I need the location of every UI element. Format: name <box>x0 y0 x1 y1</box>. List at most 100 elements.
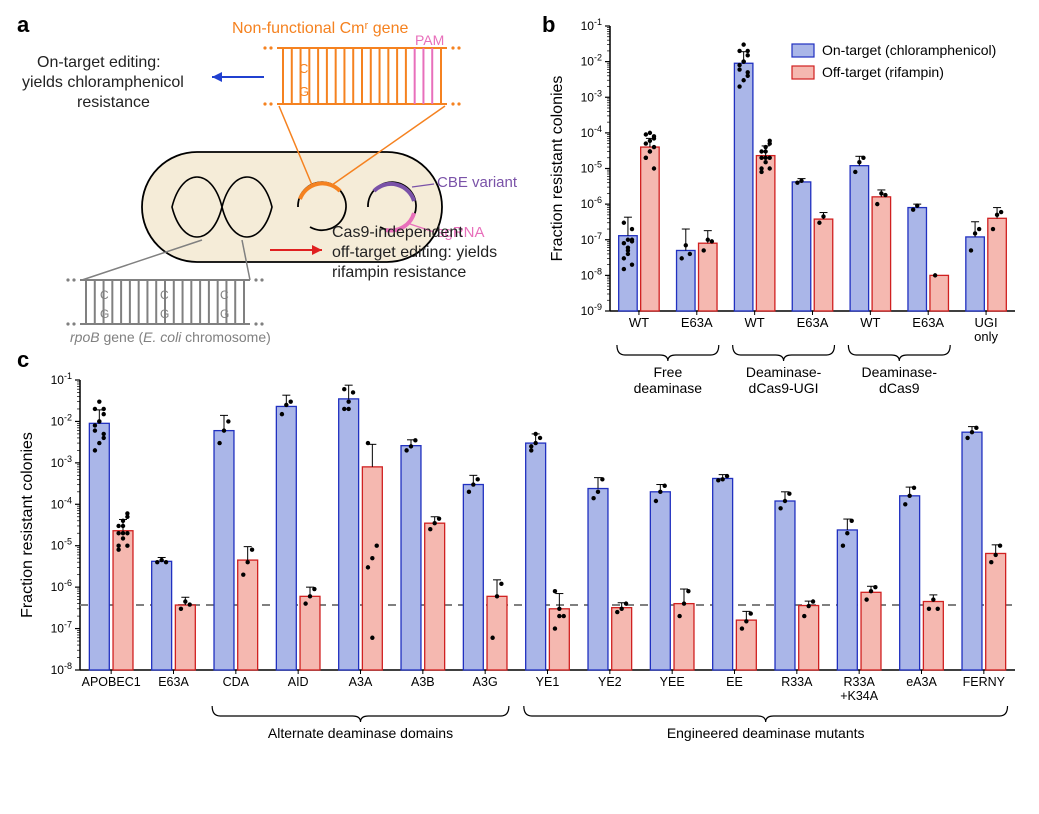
data-point <box>927 607 931 611</box>
data-point <box>557 614 561 618</box>
data-point <box>533 441 537 445</box>
data-point <box>706 238 710 242</box>
data-point <box>783 499 787 503</box>
bar-on <box>339 399 359 670</box>
group-brace <box>617 345 719 361</box>
bar-on <box>734 63 753 311</box>
data-point <box>346 407 350 411</box>
data-point <box>999 210 1003 214</box>
on-target-1: On-target editing: <box>37 54 161 71</box>
legend-off-label: Off-target (rifampin) <box>822 64 944 80</box>
off-target-2: off-target editing: yields <box>332 244 497 261</box>
data-point <box>763 156 767 160</box>
bar-off <box>699 243 718 311</box>
bar-off <box>612 608 632 670</box>
data-point <box>495 594 499 598</box>
data-point <box>841 544 845 548</box>
category-label: E63A <box>158 675 189 689</box>
bar-on <box>677 250 696 311</box>
data-point <box>998 544 1002 548</box>
data-point <box>744 619 748 623</box>
off-target-3: rifampin resistance <box>332 264 466 281</box>
data-point <box>991 227 995 231</box>
data-point <box>737 63 741 67</box>
data-point <box>97 441 101 445</box>
svg-text:C: C <box>160 288 169 302</box>
category-label: WT <box>745 315 765 330</box>
group-brace <box>733 345 835 361</box>
data-point <box>684 243 688 247</box>
legend-swatch-on <box>792 44 814 57</box>
bar-off <box>799 606 819 670</box>
data-point <box>974 426 978 430</box>
bar-off <box>674 604 694 670</box>
data-point <box>476 477 480 481</box>
data-point <box>644 156 648 160</box>
data-point <box>626 238 630 242</box>
data-point <box>557 607 561 611</box>
bar-off <box>238 560 258 670</box>
data-point <box>737 84 741 88</box>
data-point <box>622 241 626 245</box>
svg-text:C: C <box>220 288 229 302</box>
data-point <box>303 601 307 605</box>
data-point <box>759 156 763 160</box>
svg-text:10-7: 10-7 <box>51 620 72 636</box>
data-point <box>864 597 868 601</box>
data-point <box>883 193 887 197</box>
data-point <box>869 589 873 593</box>
data-point <box>432 521 436 525</box>
data-point <box>97 419 101 423</box>
data-point <box>989 560 993 564</box>
data-point <box>845 531 849 535</box>
data-point <box>622 221 626 225</box>
bar-off <box>175 605 195 670</box>
data-point <box>622 256 626 260</box>
data-point <box>931 597 935 601</box>
data-point <box>93 407 97 411</box>
data-point <box>93 423 97 427</box>
data-point <box>619 607 623 611</box>
data-point <box>413 438 417 442</box>
data-point <box>121 531 125 535</box>
data-point <box>716 478 720 482</box>
legend-swatch-off <box>792 66 814 79</box>
data-point <box>686 589 690 593</box>
bar-on <box>214 431 234 670</box>
data-point <box>222 428 226 432</box>
data-point <box>437 516 441 520</box>
svg-text:10-8: 10-8 <box>581 266 602 282</box>
data-point <box>370 636 374 640</box>
category-label: E63A <box>681 315 713 330</box>
group-brace <box>212 706 509 722</box>
data-point <box>626 252 630 256</box>
svg-text:G: G <box>100 307 109 321</box>
data-point <box>624 601 628 605</box>
category-label: YE2 <box>598 675 622 689</box>
data-point <box>630 239 634 243</box>
data-point <box>965 436 969 440</box>
data-point <box>533 432 537 436</box>
category-label: WT <box>860 315 880 330</box>
data-point <box>121 536 125 540</box>
bar-on <box>650 492 670 670</box>
data-point <box>102 407 106 411</box>
data-point <box>499 582 503 586</box>
data-point <box>490 636 494 640</box>
category-label: CDA <box>223 675 250 689</box>
bar-off <box>930 275 949 311</box>
data-point <box>749 611 753 615</box>
data-point <box>471 482 475 486</box>
svg-text:10-2: 10-2 <box>51 412 72 428</box>
data-point <box>596 490 600 494</box>
data-point <box>155 560 159 564</box>
svg-text:10-4: 10-4 <box>51 495 72 511</box>
ylabel: Fraction resistant colonies <box>19 432 36 618</box>
data-point <box>912 486 916 490</box>
svg-text:10-7: 10-7 <box>581 231 602 247</box>
data-point <box>652 136 656 140</box>
bar-off <box>988 218 1007 311</box>
data-point <box>467 490 471 494</box>
panel-c-svg: 10-810-710-610-510-410-310-210-1Fraction… <box>12 372 1027 802</box>
data-point <box>312 587 316 591</box>
